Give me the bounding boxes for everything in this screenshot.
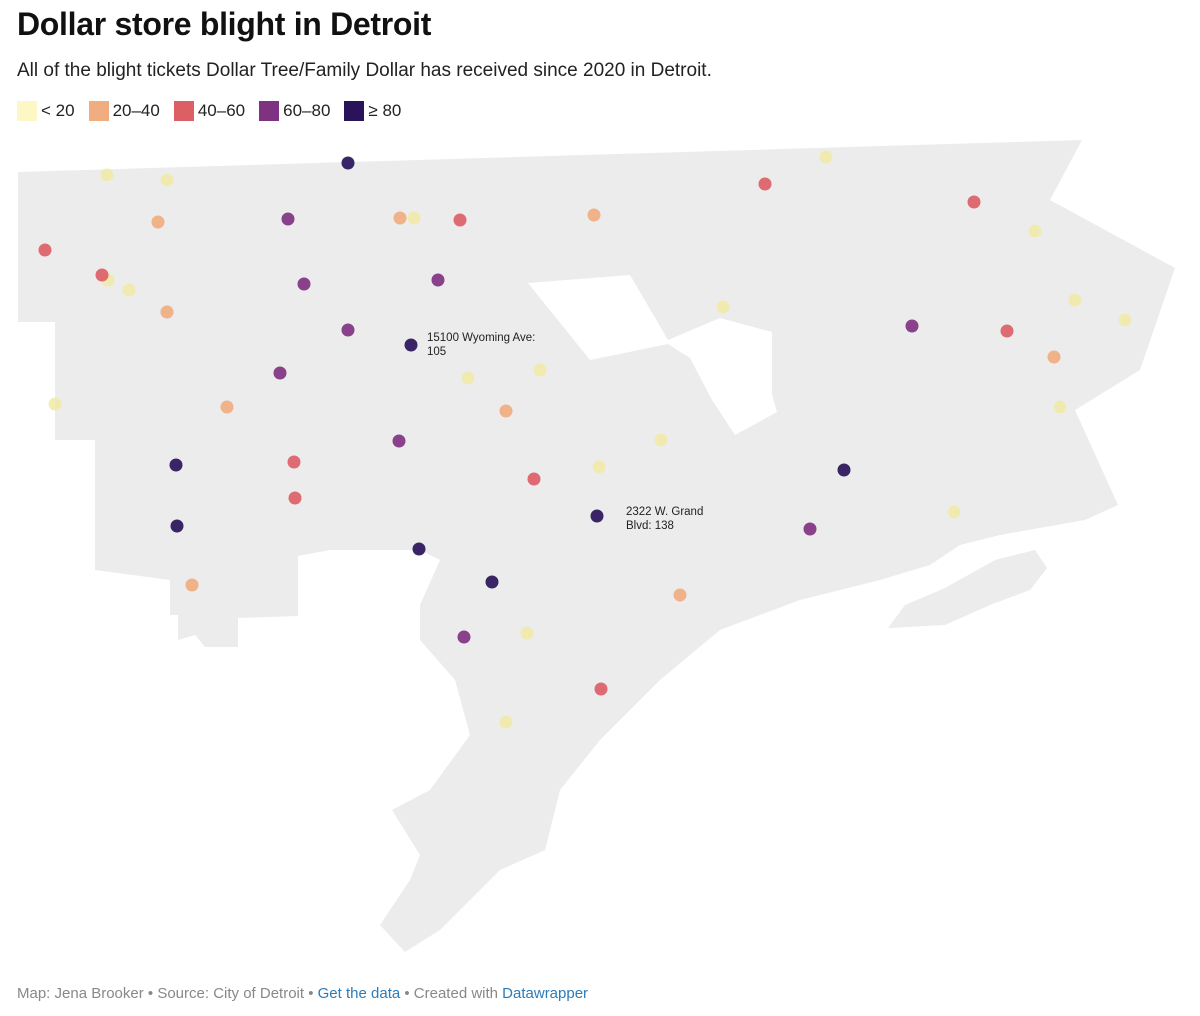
- store-point[interactable]: [499, 404, 513, 418]
- legend-item: ≥ 80: [344, 101, 401, 121]
- legend-swatch: [17, 101, 37, 121]
- store-point[interactable]: [837, 463, 851, 477]
- chart-subtitle: All of the blight tickets Dollar Tree/Fa…: [17, 60, 712, 81]
- store-point[interactable]: [1028, 224, 1042, 238]
- store-point[interactable]: [170, 519, 184, 533]
- legend-swatch: [88, 101, 109, 121]
- legend-item: 60–80: [259, 101, 330, 121]
- store-point[interactable]: [716, 300, 730, 314]
- created-with: Created with: [413, 985, 503, 1002]
- store-point[interactable]: [431, 273, 445, 287]
- annotation-wyoming-line1: 15100 Wyoming Ave:: [427, 332, 535, 344]
- legend-swatch: [173, 101, 194, 121]
- credit: Map: Jena Brooker: [17, 985, 144, 1002]
- store-point[interactable]: [404, 338, 418, 352]
- get-data-link[interactable]: Get the data: [317, 985, 401, 1002]
- store-point[interactable]: [499, 715, 513, 729]
- store-point[interactable]: [297, 277, 311, 291]
- store-point[interactable]: [407, 211, 421, 225]
- store-point[interactable]: [967, 195, 981, 209]
- separator: •: [304, 985, 318, 1002]
- store-point[interactable]: [48, 397, 62, 411]
- legend-label: 40–60: [197, 101, 246, 120]
- legend-item: 20–40: [88, 101, 160, 121]
- store-point[interactable]: [527, 472, 541, 486]
- store-point[interactable]: [947, 505, 961, 519]
- store-point[interactable]: [1053, 400, 1067, 414]
- store-point[interactable]: [220, 400, 234, 414]
- detroit-boundary: [18, 140, 1175, 952]
- store-point[interactable]: [341, 156, 355, 170]
- store-point[interactable]: [1047, 350, 1061, 364]
- store-point[interactable]: [1068, 293, 1082, 307]
- legend-item: < 20: [17, 101, 75, 121]
- legend-swatch: [344, 101, 365, 121]
- store-point[interactable]: [412, 542, 426, 556]
- store-point[interactable]: [95, 268, 109, 282]
- store-point[interactable]: [151, 215, 165, 229]
- store-point[interactable]: [122, 283, 136, 297]
- footer: Map: Jena Brooker • Source: City of Detr…: [17, 985, 588, 1002]
- legend-swatch: [259, 101, 280, 121]
- store-point[interactable]: [905, 319, 919, 333]
- store-point[interactable]: [1000, 324, 1014, 338]
- store-point[interactable]: [393, 211, 407, 225]
- annotation-wyoming-line2: 105: [427, 346, 446, 358]
- store-point[interactable]: [288, 491, 302, 505]
- store-point[interactable]: [160, 173, 174, 187]
- store-point[interactable]: [590, 509, 604, 523]
- annotation-grand-line2: Blvd: 138: [626, 520, 674, 532]
- legend-label: < 20: [41, 101, 75, 120]
- store-point[interactable]: [592, 460, 606, 474]
- store-point[interactable]: [38, 243, 52, 257]
- store-point[interactable]: [485, 575, 499, 589]
- legend-item: 40–60: [173, 101, 246, 121]
- store-point[interactable]: [287, 455, 301, 469]
- store-point[interactable]: [100, 168, 114, 182]
- detroit-map[interactable]: 15100 Wyoming Ave: 105 2322 W. Grand Blv…: [0, 0, 1200, 980]
- store-point[interactable]: [273, 366, 287, 380]
- store-point[interactable]: [520, 626, 534, 640]
- store-point[interactable]: [587, 208, 601, 222]
- separator: •: [400, 985, 414, 1002]
- store-point[interactable]: [594, 682, 608, 696]
- legend-label: 20–40: [112, 101, 160, 120]
- store-point[interactable]: [533, 363, 547, 377]
- store-point[interactable]: [169, 458, 183, 472]
- legend: < 20 20–40 40–60 60–80 ≥ 80: [17, 101, 401, 121]
- legend-label: 60–80: [283, 101, 331, 120]
- store-point[interactable]: [453, 213, 467, 227]
- chart-title: Dollar store blight in Detroit: [17, 6, 432, 42]
- store-point[interactable]: [341, 323, 355, 337]
- store-point[interactable]: [185, 578, 199, 592]
- separator: •: [143, 985, 158, 1002]
- store-point[interactable]: [1118, 313, 1132, 327]
- legend-label: ≥ 80: [368, 101, 402, 120]
- store-point[interactable]: [758, 177, 772, 191]
- store-points: [38, 150, 1132, 729]
- store-point[interactable]: [160, 305, 174, 319]
- datawrapper-link[interactable]: Datawrapper: [502, 985, 589, 1002]
- store-point[interactable]: [673, 588, 687, 602]
- store-point[interactable]: [654, 433, 668, 447]
- store-point[interactable]: [457, 630, 471, 644]
- belle-isle: [888, 550, 1047, 628]
- store-point[interactable]: [281, 212, 295, 226]
- annotation-grand-line1: 2322 W. Grand: [626, 506, 703, 518]
- store-point[interactable]: [392, 434, 406, 448]
- store-point[interactable]: [461, 371, 475, 385]
- store-point[interactable]: [803, 522, 817, 536]
- store-point[interactable]: [819, 150, 833, 164]
- source: Source: City of Detroit: [157, 985, 305, 1002]
